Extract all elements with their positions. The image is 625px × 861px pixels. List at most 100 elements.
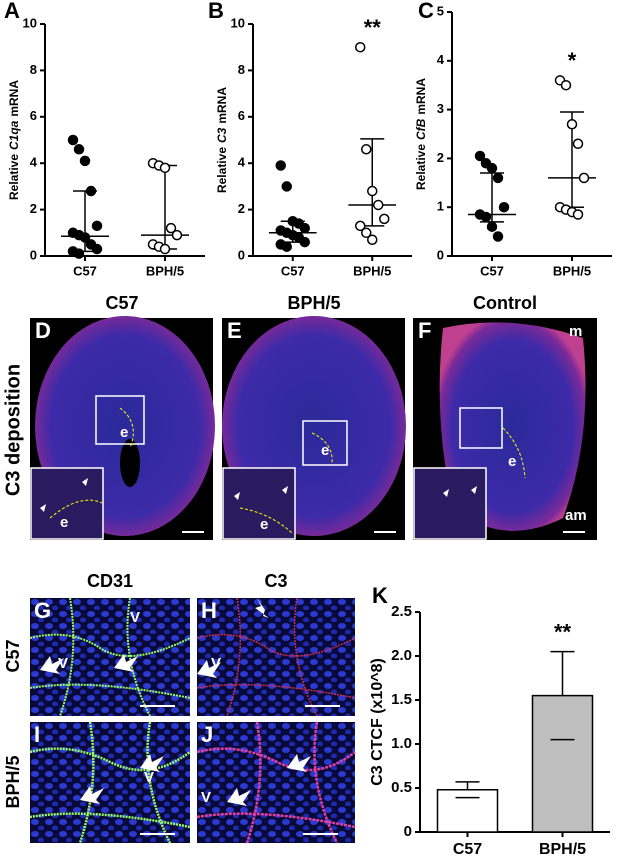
data-point (560, 79, 572, 91)
data-point (492, 231, 504, 242)
image-detail (227, 788, 251, 806)
data-point (379, 213, 390, 225)
image-detail (30, 467, 104, 540)
image-detail (287, 754, 311, 772)
image-detail (80, 786, 104, 804)
y-axis-label-part: C3 CTCF (x10^8) (369, 658, 386, 786)
mark-label: e (260, 516, 268, 533)
image-detail (502, 427, 526, 479)
image-detail (82, 478, 88, 486)
data-point (91, 243, 103, 255)
data-point (79, 155, 91, 167)
image-detail (459, 407, 503, 449)
image-detail (443, 489, 449, 497)
data-point (355, 220, 366, 232)
y-tick-label: 0.5 (391, 779, 412, 796)
panel-letter: G (34, 598, 51, 623)
panel-title: Control (473, 293, 537, 313)
image-detail (95, 395, 145, 445)
y-tick-label: 4 (437, 52, 445, 67)
data-point (361, 144, 372, 155)
data-point (373, 199, 384, 211)
y-tick-label: 8 (30, 62, 37, 77)
image-detail (471, 486, 477, 494)
data-point (480, 211, 492, 223)
data-point (578, 172, 590, 184)
image-detail (119, 407, 134, 449)
image-detail (234, 492, 240, 500)
row-label: BPH/5 (3, 755, 23, 808)
y-axis-label-part: mRNA (215, 87, 229, 124)
significance-label: * (568, 48, 577, 73)
data-point (566, 118, 578, 130)
panel-letter: D (35, 318, 51, 343)
y-axis-label: Relative C1qa mRNA (7, 80, 21, 200)
data-point (159, 162, 171, 174)
image-detail (222, 467, 296, 540)
y-tick-label: 2 (437, 150, 444, 165)
mark-label: e (508, 453, 516, 470)
y-tick-label: 8 (238, 62, 245, 77)
image-detail (29, 597, 191, 717)
x-tick-label: C57 (73, 263, 97, 278)
image-detail (140, 754, 164, 772)
image-detail (197, 598, 355, 716)
column-label: C3 (264, 571, 287, 591)
y-axis-label: Relative C3 mRNA (215, 87, 229, 193)
y-tick-label: 3 (437, 101, 444, 116)
chart: A 0 2 4 6 8 10 Relative C1qa mRNA C57 BPH/5 (4, 0, 205, 278)
y-axis-label-part: Relative (215, 147, 229, 193)
y-tick-label: 0 (238, 247, 245, 262)
y-axis-label: Relative CfB mRNA (414, 78, 428, 190)
y-axis-label-part: C1qa (7, 120, 21, 150)
data-point (85, 185, 97, 197)
data-point (299, 222, 310, 234)
panel-letter: J (201, 722, 213, 747)
mark-label: V (201, 789, 211, 806)
data-point (281, 181, 292, 192)
mark-label: e (120, 424, 128, 441)
x-tick-label: C57 (281, 263, 305, 278)
y-tick-label: 6 (30, 108, 37, 123)
data-point (275, 160, 286, 171)
y-tick-label: 5 (437, 3, 444, 18)
mark-label: V (130, 609, 140, 626)
y-tick-label: 10 (231, 15, 245, 30)
data-point (67, 134, 79, 146)
panel-letter: E (227, 318, 242, 343)
row-label: C3 deposition (2, 364, 24, 496)
panel-letter: F (418, 318, 431, 343)
y-tick-label: 4 (30, 155, 38, 170)
y-tick-label: 2 (30, 201, 37, 216)
data-point (281, 241, 292, 252)
image-detail (114, 654, 138, 672)
x-tick-label: BPH/5 (353, 263, 391, 278)
stain-panel: V J (196, 721, 356, 844)
chart: C 0 1 2 3 4 5 Relative CfB mRNA C57 BPH/5 * (414, 0, 612, 278)
y-tick-label: 1.5 (391, 691, 412, 708)
data-point (355, 41, 366, 53)
y-axis-label: C3 CTCF (x10^8) (369, 658, 386, 786)
data-point (79, 232, 91, 243)
y-axis-label-part: Relative (7, 154, 21, 200)
panel-letter: B (208, 0, 224, 23)
data-point (361, 227, 372, 239)
y-tick-label: 6 (238, 108, 245, 123)
x-tick-label: C57 (480, 263, 504, 278)
image-detail (302, 420, 348, 466)
bar (531, 694, 594, 833)
mark-label: V (58, 655, 68, 672)
data-point (171, 229, 183, 241)
x-tick-label: BPH/5 (539, 841, 586, 858)
data-point (73, 248, 85, 259)
data-point (572, 209, 584, 220)
tissue-panel: Control e m am F (413, 293, 597, 540)
image-detail (282, 486, 288, 494)
y-tick-label: 4 (238, 155, 246, 170)
significance-label: ** (554, 619, 572, 644)
mark-label: e (321, 442, 329, 459)
image-detail (40, 656, 64, 674)
panel-letter: C (418, 0, 434, 23)
image-detail (197, 722, 355, 843)
